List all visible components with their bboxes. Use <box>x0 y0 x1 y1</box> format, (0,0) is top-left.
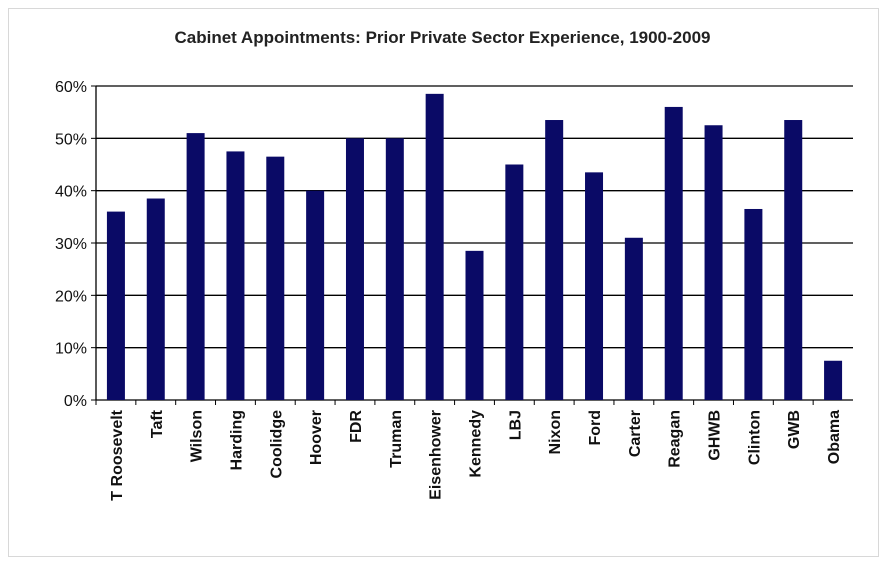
x-tick-label: Coolidge <box>268 410 285 479</box>
bar <box>146 198 165 400</box>
x-tick-label: Truman <box>388 410 405 468</box>
bar <box>545 120 564 401</box>
x-tick-label: LBJ <box>507 410 524 440</box>
bar <box>585 172 604 400</box>
bar <box>345 138 364 401</box>
bar <box>106 211 125 400</box>
x-tick-label: GWB <box>786 410 803 449</box>
x-tick-label: Ford <box>587 410 604 446</box>
y-tick-label: 20% <box>55 288 87 305</box>
x-tick-label: Wilson <box>189 410 206 462</box>
y-tick-label: 40% <box>55 184 87 201</box>
x-tick-label: Clinton <box>746 410 763 465</box>
x-tick-label: FDR <box>348 410 365 443</box>
y-tick-label: 0% <box>64 393 87 410</box>
y-tick-label: 50% <box>55 131 87 148</box>
y-tick-label: 10% <box>55 341 87 358</box>
y-axis-ticks: 0% 10% 20% 30% 40% 50% 60% <box>55 79 87 410</box>
bar <box>505 164 524 400</box>
bars <box>106 93 843 401</box>
x-tick-label: Harding <box>228 410 245 470</box>
chart-title: Cabinet Appointments: Prior Private Sect… <box>174 28 711 47</box>
x-tick-label: Nixon <box>547 410 564 454</box>
bar <box>824 360 843 400</box>
x-tick-label: T Roosevelt <box>109 409 126 500</box>
x-tick-label: Reagan <box>667 410 684 468</box>
bar <box>465 250 484 400</box>
bar <box>624 237 643 400</box>
x-tick-label: Carter <box>627 410 644 457</box>
x-tick-label: Taft <box>149 409 166 438</box>
bar <box>385 138 404 401</box>
bar <box>266 156 285 400</box>
y-tick-label: 30% <box>55 236 87 253</box>
x-tick-label: GHWB <box>707 410 724 461</box>
bar <box>425 93 444 400</box>
bar <box>704 125 723 400</box>
bar <box>186 133 205 400</box>
x-tick-label: Hoover <box>308 410 325 465</box>
bar <box>784 120 803 401</box>
bar <box>744 208 763 400</box>
bar <box>306 190 325 400</box>
x-axis-labels: T Roosevelt Taft Wilson Harding Coolidge Hoov… <box>109 409 843 500</box>
x-tick-label: Obama <box>826 410 843 464</box>
y-tick-label: 60% <box>55 79 87 96</box>
bar <box>226 151 245 400</box>
x-tick-label: Kennedy <box>468 410 485 478</box>
bar <box>664 106 683 400</box>
x-tick-label: Eisenhower <box>428 410 445 500</box>
